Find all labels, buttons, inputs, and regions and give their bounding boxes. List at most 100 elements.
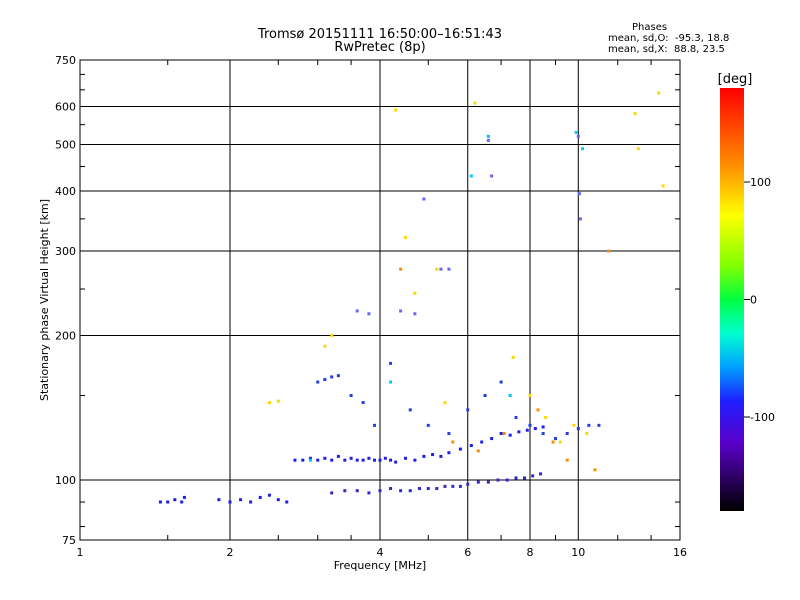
data-point [523, 476, 527, 480]
data-point [585, 432, 589, 436]
data-point [661, 184, 665, 188]
data-point [572, 423, 576, 427]
y-tick-label: 300 [55, 245, 76, 258]
data-point [541, 432, 545, 436]
data-point [447, 267, 451, 271]
data-point [565, 458, 569, 462]
page-title: Tromsø 20151111 16:50:00–16:51:43 [257, 27, 503, 42]
data-point [276, 498, 280, 502]
data-point [217, 498, 221, 502]
y-tick-label: 200 [55, 330, 76, 343]
data-point [514, 476, 518, 480]
data-point [413, 291, 417, 295]
data-point [486, 480, 490, 484]
data-point [394, 460, 398, 464]
data-point [439, 454, 443, 458]
data-point [486, 138, 490, 142]
data-point [439, 267, 443, 271]
colorbar-tick-label: 100 [750, 176, 771, 189]
data-point [408, 408, 412, 412]
data-point [505, 478, 509, 482]
data-point [447, 432, 451, 436]
data-point [466, 482, 470, 486]
data-points [158, 91, 665, 504]
data-point [422, 454, 426, 458]
data-point [607, 249, 611, 253]
data-point [228, 500, 232, 504]
data-point [476, 480, 480, 484]
x-tick-label: 16 [673, 546, 687, 559]
data-point [469, 444, 473, 448]
data-point [378, 458, 382, 462]
x-tick-label: 2 [227, 546, 234, 559]
data-point [587, 423, 591, 427]
data-point [541, 425, 545, 429]
data-point [576, 427, 580, 431]
x-axis-title: Frequency [MHz] [334, 559, 426, 572]
data-point [323, 377, 327, 381]
y-tick-label: 400 [55, 185, 76, 198]
data-point [394, 108, 398, 112]
data-point [399, 309, 403, 313]
data-point [293, 458, 297, 462]
colorbar-tick-labels: 100 0 -100 [744, 176, 775, 424]
data-point [502, 432, 506, 436]
data-point [343, 489, 347, 493]
data-point [413, 312, 417, 316]
colorbar-tick-label: 0 [750, 294, 757, 307]
data-point [451, 440, 455, 444]
colorbar-tick-label: -100 [750, 411, 775, 424]
data-point [508, 394, 512, 398]
data-point [451, 484, 455, 488]
data-point [182, 495, 186, 499]
data-point [480, 440, 484, 444]
data-point [490, 437, 494, 441]
data-point [330, 491, 334, 495]
data-point [166, 500, 170, 504]
data-point [343, 458, 347, 462]
data-point [544, 415, 548, 419]
data-point [657, 91, 661, 95]
data-point [499, 380, 503, 384]
data-point [490, 174, 494, 178]
data-point [285, 500, 289, 504]
data-point [551, 440, 555, 444]
data-point [435, 487, 439, 491]
data-point [511, 355, 515, 359]
data-point [399, 489, 403, 493]
data-point [378, 489, 382, 493]
data-point [336, 454, 340, 458]
data-point [577, 192, 581, 196]
data-point [355, 309, 359, 313]
data-point [180, 500, 184, 504]
y-tick-label: 100 [55, 474, 76, 487]
data-point [431, 453, 435, 457]
data-point [517, 430, 521, 434]
data-point [426, 423, 430, 427]
data-point [576, 134, 580, 138]
data-point [486, 134, 490, 138]
data-point [413, 458, 417, 462]
data-point [323, 344, 327, 348]
data-point [469, 174, 473, 178]
data-point [565, 432, 569, 436]
data-point [389, 361, 393, 365]
data-point [531, 474, 535, 478]
data-point [553, 437, 557, 441]
data-point [308, 458, 312, 462]
data-point [581, 147, 585, 151]
data-point [316, 458, 320, 462]
plot-frame [79, 59, 681, 541]
data-point [330, 334, 334, 338]
y-tick-label: 750 [55, 54, 76, 67]
data-point [267, 493, 271, 497]
data-point [558, 440, 562, 444]
data-point [466, 408, 470, 412]
data-point [476, 449, 480, 453]
y-axis-title: Stationary phase Virtual Height [km] [38, 199, 51, 401]
y-tick-label: 75 [62, 534, 76, 547]
data-point [539, 472, 543, 476]
y-tick-label: 500 [55, 139, 76, 152]
data-point [389, 458, 393, 462]
x-tick-label: 6 [464, 546, 471, 559]
